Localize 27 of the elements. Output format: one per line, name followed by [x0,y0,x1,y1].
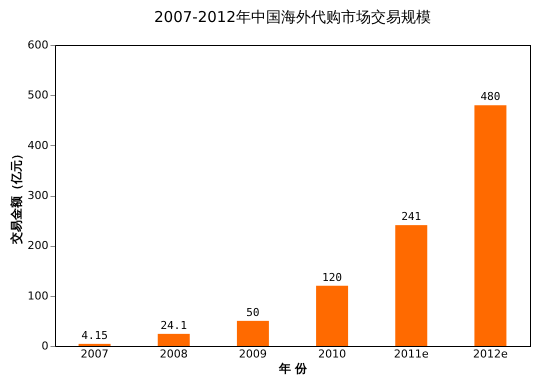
data-label: 120 [322,270,342,284]
x-tick-label: 2012e [473,348,508,360]
chart-title: 2007-2012年中国海外代购市场交易规模 [154,8,431,26]
bar [158,334,190,346]
x-tick-label: 2011e [394,348,429,360]
y-tick-label: 100 [28,289,48,302]
x-tick-label: 2008 [160,348,188,360]
data-label: 4.15 [81,328,108,342]
bar [316,286,348,346]
bar [474,105,506,346]
data-label: 50 [246,306,260,319]
y-tick-label: 0 [42,340,48,352]
x-tick-label: 2007 [80,348,109,360]
y-tick-label: 600 [28,38,48,52]
data-label: 241 [401,210,422,224]
y-axis-title: 交易金额（亿元） [10,148,24,245]
y-tick-label: 200 [28,239,48,252]
x-tick-label: 2009 [238,348,267,360]
data-label: 24.1 [160,318,187,332]
x-tick-label: 2010 [318,348,346,360]
y-tick-label: 500 [28,88,48,102]
data-label: 480 [480,90,500,104]
y-tick-label: 400 [28,138,48,152]
x-axis-title: 年 份 [278,362,308,376]
y-tick-label: 300 [28,189,48,202]
bar [395,225,428,346]
bar [236,320,269,346]
